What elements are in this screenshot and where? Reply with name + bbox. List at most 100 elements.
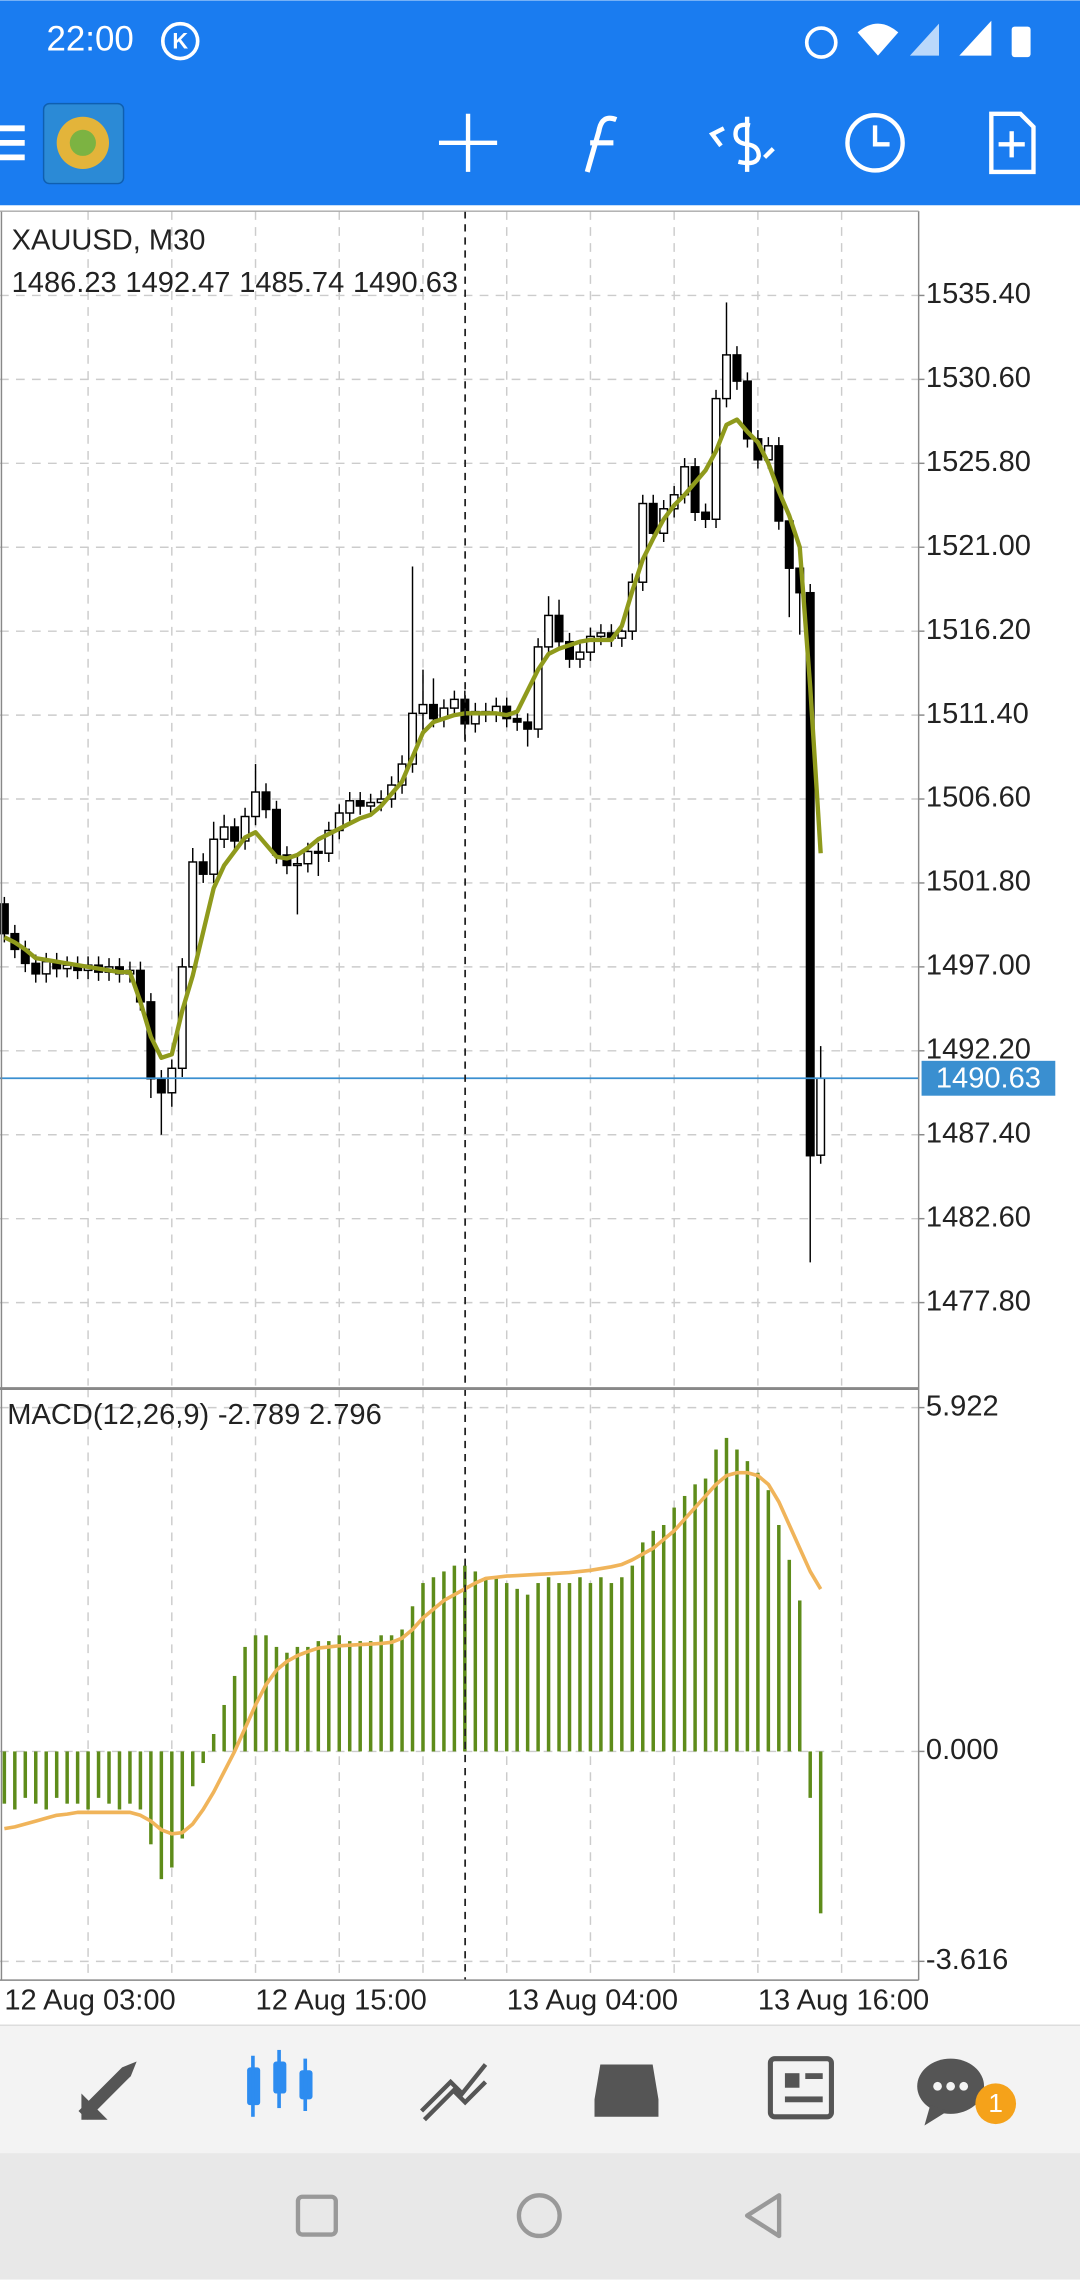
histogram-bar <box>536 1583 540 1752</box>
indicators-button[interactable] <box>584 115 618 173</box>
candle-body <box>156 1078 166 1094</box>
trade-tab[interactable] <box>419 2063 488 2122</box>
candle-body <box>701 511 711 520</box>
candle-body <box>188 861 198 968</box>
candle-body <box>533 646 543 730</box>
histogram-bar <box>777 1524 781 1752</box>
histogram-bar <box>107 1751 111 1804</box>
labels: 1535.40 1530.60 1525.80 1521.00 1516.20 1511.… <box>4 278 1056 2017</box>
low-value: 1485.74 <box>239 267 344 299</box>
chat-tab[interactable] <box>917 2058 1017 2126</box>
histogram-bar <box>2 1751 7 1804</box>
candle-body <box>638 502 648 583</box>
candle-body <box>31 962 41 975</box>
price-tag-label: 1490.63 <box>936 1062 1041 1094</box>
price-tag <box>921 1060 1056 1096</box>
histogram-bar <box>431 1577 436 1752</box>
candle-body <box>816 1077 826 1156</box>
candle-body <box>345 800 355 814</box>
signal-value: 2.796 <box>309 1399 382 1431</box>
histogram-bar <box>724 1437 729 1752</box>
histogram-bar <box>504 1583 509 1752</box>
y-tick-label: 1516.20 <box>926 614 1031 646</box>
candle-body <box>565 640 575 660</box>
histogram-bar <box>693 1484 697 1752</box>
x-tick-label: 13 Aug 16:00 <box>758 1985 929 2017</box>
carrier-badge: K <box>172 28 188 53</box>
history-button[interactable] <box>845 113 905 173</box>
app-logo-mark <box>69 129 96 156</box>
status-time: 22:00 <box>47 19 134 58</box>
histogram-bar <box>13 1751 17 1810</box>
y-tick-label: 1525.80 <box>926 446 1031 478</box>
histogram-bar <box>347 1641 352 1752</box>
candle-body <box>648 502 658 534</box>
histogram-bar <box>567 1583 572 1752</box>
crosshair-button[interactable] <box>438 113 498 172</box>
histogram-bar <box>620 1577 624 1752</box>
trade-button[interactable] <box>708 116 775 172</box>
candle-body <box>324 829 334 854</box>
alarm-icon <box>804 26 838 59</box>
candle-body <box>721 354 731 400</box>
histogram-bar <box>65 1751 69 1804</box>
news-tab[interactable] <box>767 2056 834 2120</box>
recents-button[interactable] <box>295 2194 338 2237</box>
carrier-icon <box>160 21 200 61</box>
histogram-bar <box>201 1751 205 1764</box>
y-tick-label: -3.616 <box>926 1944 1008 1976</box>
histogram-bar <box>316 1641 321 1752</box>
home-button[interactable] <box>516 2193 562 2239</box>
histogram-bar <box>190 1751 195 1787</box>
histogram-bar <box>756 1472 760 1752</box>
histogram-bar <box>222 1704 226 1752</box>
macd-title: MACD(12,26,9) <box>7 1399 209 1431</box>
status-icons <box>804 20 1031 59</box>
histogram-bar <box>34 1751 38 1804</box>
candle-body <box>198 861 208 875</box>
histogram-bar <box>389 1635 394 1752</box>
candle-body <box>355 800 365 807</box>
open-value: 1486.23 <box>12 267 117 299</box>
histogram-bar <box>661 1524 666 1752</box>
candle-body <box>366 801 376 807</box>
candle-body <box>167 1067 177 1094</box>
histogram-bar <box>766 1490 771 1752</box>
y-tick-label: 1497.00 <box>926 950 1031 982</box>
candle-body <box>523 721 533 730</box>
y-tick-label: 1482.60 <box>926 1201 1031 1233</box>
bottom-nav <box>0 2025 1080 2154</box>
menu-button[interactable] <box>0 125 25 161</box>
candle-body <box>271 808 281 856</box>
histogram-bar <box>264 1635 268 1752</box>
histogram-bar <box>463 1565 467 1752</box>
histogram-bar <box>149 1751 153 1845</box>
quotes-tab[interactable] <box>78 2061 137 2120</box>
histogram-bar <box>703 1478 708 1752</box>
high-value: 1492.47 <box>125 267 230 299</box>
candle-body <box>544 614 554 648</box>
histogram-bar <box>75 1751 80 1804</box>
histogram-bar <box>96 1751 101 1798</box>
histogram-bar <box>609 1583 614 1752</box>
histogram-bar <box>117 1751 122 1810</box>
history-tab[interactable] <box>594 2064 659 2117</box>
candle-body <box>230 826 240 842</box>
chart-tab[interactable] <box>247 2049 313 2117</box>
back-button[interactable] <box>744 2193 782 2239</box>
candle-body <box>742 380 752 440</box>
new-order-button[interactable] <box>989 111 1036 175</box>
candle-body <box>0 903 9 935</box>
candle-body <box>575 651 585 660</box>
close-value: 1490.63 <box>353 267 458 299</box>
histogram-bar <box>442 1571 446 1752</box>
candle-body <box>303 850 313 865</box>
signal-icon <box>959 20 992 56</box>
histogram-bar <box>735 1449 739 1752</box>
histogram-bar <box>588 1583 593 1752</box>
app-bar <box>0 0 1080 206</box>
y-tick-label: 1535.40 <box>926 278 1031 310</box>
histogram-bar <box>170 1751 174 1868</box>
candle-body <box>408 712 418 765</box>
